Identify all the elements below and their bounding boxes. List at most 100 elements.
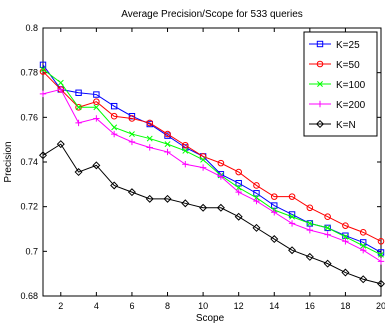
data-point [234,212,243,221]
data-point [306,226,314,234]
data-point [56,140,65,149]
data-point [199,203,208,212]
y-tick-label: 0.7 [25,246,38,256]
legend-item: K=N [309,119,356,131]
x-tick-label: 2 [58,301,63,311]
data-point [288,220,296,227]
data-point [128,115,136,122]
data-point [146,119,154,127]
legend-item: K=50 [309,60,360,71]
data-point [342,233,349,240]
data-point [324,224,331,231]
legend-item: K=100 [309,80,366,91]
data-point [93,98,100,105]
x-axis: 2 4 6 8 10 12 14 16 18 20 [58,28,385,311]
series-K=200 [39,86,385,265]
data-point [217,159,225,167]
data-point [341,268,350,277]
y-tick-label: 0.76 [20,112,38,122]
data-point [288,193,296,200]
data-point [145,194,154,203]
chart-title: Average Precision/Scope for 533 queries [121,9,303,20]
y-tick-label: 0.8 [25,23,38,33]
data-point [378,251,384,258]
data-point [306,204,314,212]
data-point [377,237,385,245]
series-layer [38,61,385,288]
data-point [182,161,189,168]
data-point [40,66,46,73]
data-point [110,181,119,190]
data-point [253,194,260,201]
data-point [110,130,118,138]
x-tick-label: 16 [305,301,315,311]
data-point [127,188,136,197]
data-point [317,81,323,87]
data-point [92,161,101,170]
legend-label: K=100 [336,80,366,91]
x-tick-label: 12 [234,301,244,311]
x-tick-label: 20 [376,301,385,311]
data-point [182,141,189,149]
data-point [316,100,324,108]
y-tick-label: 0.72 [20,202,38,212]
data-point [75,104,82,111]
data-point [235,184,242,191]
data-point [182,147,189,154]
x-tick-label: 14 [269,301,279,311]
data-point [377,258,385,265]
data-point [305,252,314,261]
data-point [111,124,118,131]
data-point [75,119,82,127]
data-point [324,213,331,221]
data-point [270,193,278,200]
data-point [128,138,136,146]
data-point [253,182,260,189]
y-tick-label: 0.78 [20,68,38,78]
data-point [57,86,64,93]
data-point [360,247,367,254]
series-K=N [38,140,385,288]
series-K=100 [40,66,384,258]
data-point [93,104,100,111]
x-tick-label: 4 [94,301,99,311]
series-line [42,143,382,285]
series-line [42,88,382,262]
data-point [315,119,325,129]
data-point [252,223,261,232]
legend-box [303,31,378,137]
x-axis-label: Scope [196,313,225,324]
y-tick-label: 0.68 [20,291,38,301]
data-point [146,144,153,151]
x-tick-label: 6 [129,301,134,311]
legend-item: K=25 [309,40,360,51]
data-point [199,164,207,171]
data-point [359,229,367,236]
legend: K=25 K=50 K=100 K=200 K=N [303,31,378,137]
data-point [342,222,349,229]
x-tick-label: 8 [165,301,170,311]
data-point [110,112,118,120]
data-point [164,130,171,138]
data-point [316,60,324,68]
series-line [42,68,382,256]
data-point [164,141,171,148]
data-point [324,224,331,232]
data-point [253,197,260,205]
data-point [200,156,207,163]
data-point [93,91,100,98]
data-point [270,235,279,244]
data-point [306,220,314,227]
data-point [93,115,100,122]
y-axis: 0.68 0.7 0.72 0.74 0.76 0.78 0.8 [20,23,381,301]
legend-label: K=25 [336,40,360,51]
data-point [74,168,83,177]
data-point [39,61,47,69]
data-point [164,148,171,156]
data-point [360,242,367,249]
data-point [235,180,242,187]
data-point [146,135,153,142]
data-point [39,90,47,98]
data-point [342,238,349,245]
data-point [217,173,225,180]
